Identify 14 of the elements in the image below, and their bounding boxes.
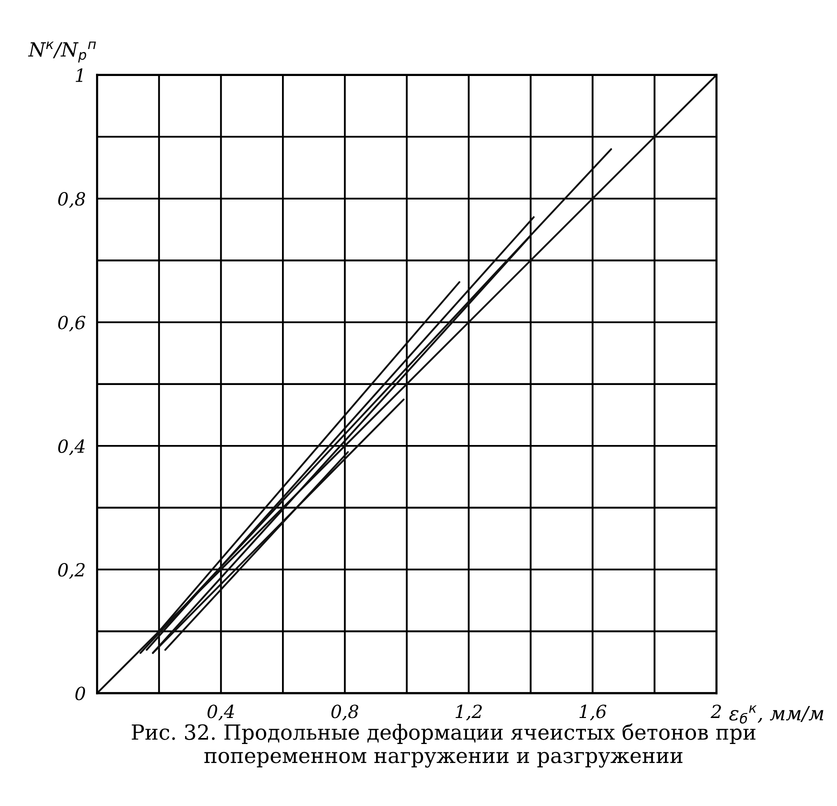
text: Рис. 32. Продольные деформации ячеистых бетонов при попеременном нагружении и разгружении bbox=[132, 723, 756, 768]
y-tick-label: 0,6 bbox=[58, 316, 86, 332]
x-tick-label: 0,8 bbox=[331, 704, 358, 720]
x-tick-label: 2 bbox=[710, 704, 721, 718]
y-axis-title: N$^{к}$/N$_{р}$$^{п}$ bbox=[28, 42, 96, 62]
y-tick-label: 0,8 bbox=[58, 192, 86, 208]
y-tick-label: 1 bbox=[76, 68, 82, 82]
x-tick-label: 1,6 bbox=[580, 704, 606, 720]
y-tick-label: 0 bbox=[75, 686, 86, 700]
x-axis-title: ε$_{б}$$^{к}$, мм/м bbox=[729, 705, 824, 724]
x-tick-label: 0,4 bbox=[208, 704, 234, 720]
y-tick-label: 0,4 bbox=[58, 439, 85, 456]
x-tick-label: 1,2 bbox=[456, 704, 482, 720]
y-tick-label: 0,2 bbox=[58, 562, 85, 579]
